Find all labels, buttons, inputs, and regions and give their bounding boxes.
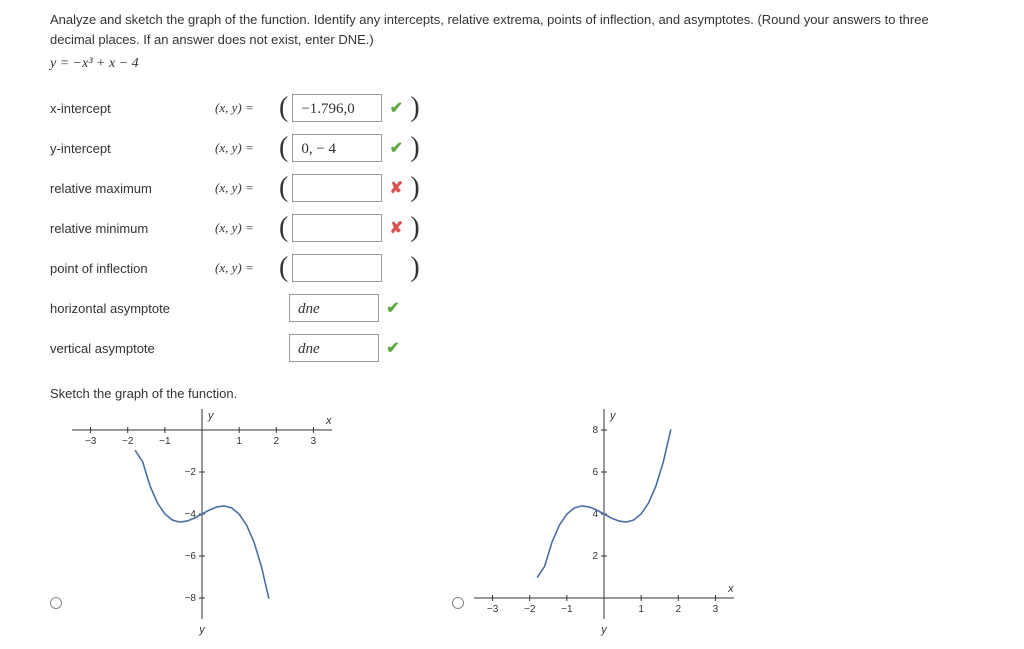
answer-row: horizontal asymptote dne✔: [50, 288, 974, 328]
open-paren: (: [275, 92, 292, 124]
svg-text:−3: −3: [487, 604, 499, 615]
open-paren: (: [275, 252, 292, 284]
close-paren: ): [406, 212, 423, 244]
cross-icon: ✘: [386, 218, 406, 238]
check-icon: ✔: [386, 98, 406, 118]
check-icon: ✔: [383, 298, 403, 318]
cross-icon: ✘: [386, 178, 406, 198]
graph-plot: −3−2−11232468xyy: [474, 409, 734, 639]
svg-text:−6: −6: [185, 551, 197, 562]
row-label: y-intercept: [50, 141, 215, 156]
xy-prefix: (x, y) =: [215, 260, 275, 276]
equation: y = −x³ + x − 4: [50, 53, 974, 74]
close-paren: ): [406, 92, 423, 124]
svg-text:1: 1: [236, 436, 242, 447]
svg-text:y: y: [198, 624, 206, 636]
check-icon: ✔: [383, 338, 403, 358]
svg-text:3: 3: [311, 436, 317, 447]
answer-input[interactable]: 0, − 4: [292, 134, 382, 162]
svg-text:x: x: [727, 583, 734, 595]
svg-text:1: 1: [638, 604, 644, 615]
svg-text:8: 8: [592, 425, 598, 436]
row-label: vertical asymptote: [50, 341, 215, 356]
close-paren: ): [406, 132, 423, 164]
answer-row: point of inflection(x, y) =(): [50, 248, 974, 288]
svg-text:y: y: [207, 410, 215, 422]
row-label: point of inflection: [50, 261, 215, 276]
close-paren: ): [406, 172, 423, 204]
graph-set: −3−2−1123−2−4−6−8xyy −3−2−11232468xyy: [50, 409, 974, 639]
svg-text:−1: −1: [561, 604, 573, 615]
svg-text:2: 2: [274, 436, 280, 447]
answer-input[interactable]: dne: [289, 294, 379, 322]
row-label: x-intercept: [50, 101, 215, 116]
answer-row: vertical asymptote dne✔: [50, 328, 974, 368]
xy-prefix: (x, y) =: [215, 140, 275, 156]
xy-prefix: (x, y) =: [215, 220, 275, 236]
svg-text:x: x: [325, 415, 332, 427]
graph-option-radio[interactable]: [452, 597, 464, 609]
close-paren: ): [406, 252, 423, 284]
svg-text:y: y: [600, 624, 608, 636]
open-paren: (: [275, 172, 292, 204]
answer-input[interactable]: [292, 174, 382, 202]
svg-text:3: 3: [713, 604, 719, 615]
answer-row: relative maximum(x, y) =( ✘): [50, 168, 974, 208]
svg-text:−2: −2: [122, 436, 134, 447]
svg-text:−8: −8: [185, 593, 197, 604]
row-label: horizontal asymptote: [50, 301, 215, 316]
answer-row: relative minimum(x, y) =( ✘): [50, 208, 974, 248]
svg-text:6: 6: [592, 467, 598, 478]
svg-text:−3: −3: [85, 436, 97, 447]
svg-text:−2: −2: [524, 604, 536, 615]
answer-row: y-intercept(x, y) =(0, − 4✔): [50, 128, 974, 168]
graph-option-radio[interactable]: [50, 597, 62, 609]
question-text: Analyze and sketch the graph of the func…: [50, 10, 974, 49]
svg-text:2: 2: [676, 604, 682, 615]
open-paren: (: [275, 212, 292, 244]
question-block: Analyze and sketch the graph of the func…: [50, 10, 974, 74]
check-icon: ✔: [386, 138, 406, 158]
answer-input[interactable]: dne: [289, 334, 379, 362]
xy-prefix: (x, y) =: [215, 180, 275, 196]
sketch-label: Sketch the graph of the function.: [50, 386, 974, 401]
graph-plot: −3−2−1123−2−4−6−8xyy: [72, 409, 332, 639]
answer-input[interactable]: [292, 214, 382, 242]
answer-row: x-intercept(x, y) =(−1.796,0✔): [50, 88, 974, 128]
svg-text:−1: −1: [159, 436, 171, 447]
svg-text:2: 2: [592, 551, 598, 562]
xy-prefix: (x, y) =: [215, 100, 275, 116]
row-label: relative maximum: [50, 181, 215, 196]
svg-text:−2: −2: [185, 467, 197, 478]
row-label: relative minimum: [50, 221, 215, 236]
svg-text:y: y: [609, 410, 617, 422]
open-paren: (: [275, 132, 292, 164]
answer-input[interactable]: [292, 254, 382, 282]
answer-input[interactable]: −1.796,0: [292, 94, 382, 122]
answer-rows: x-intercept(x, y) =(−1.796,0✔)y-intercep…: [50, 88, 974, 368]
